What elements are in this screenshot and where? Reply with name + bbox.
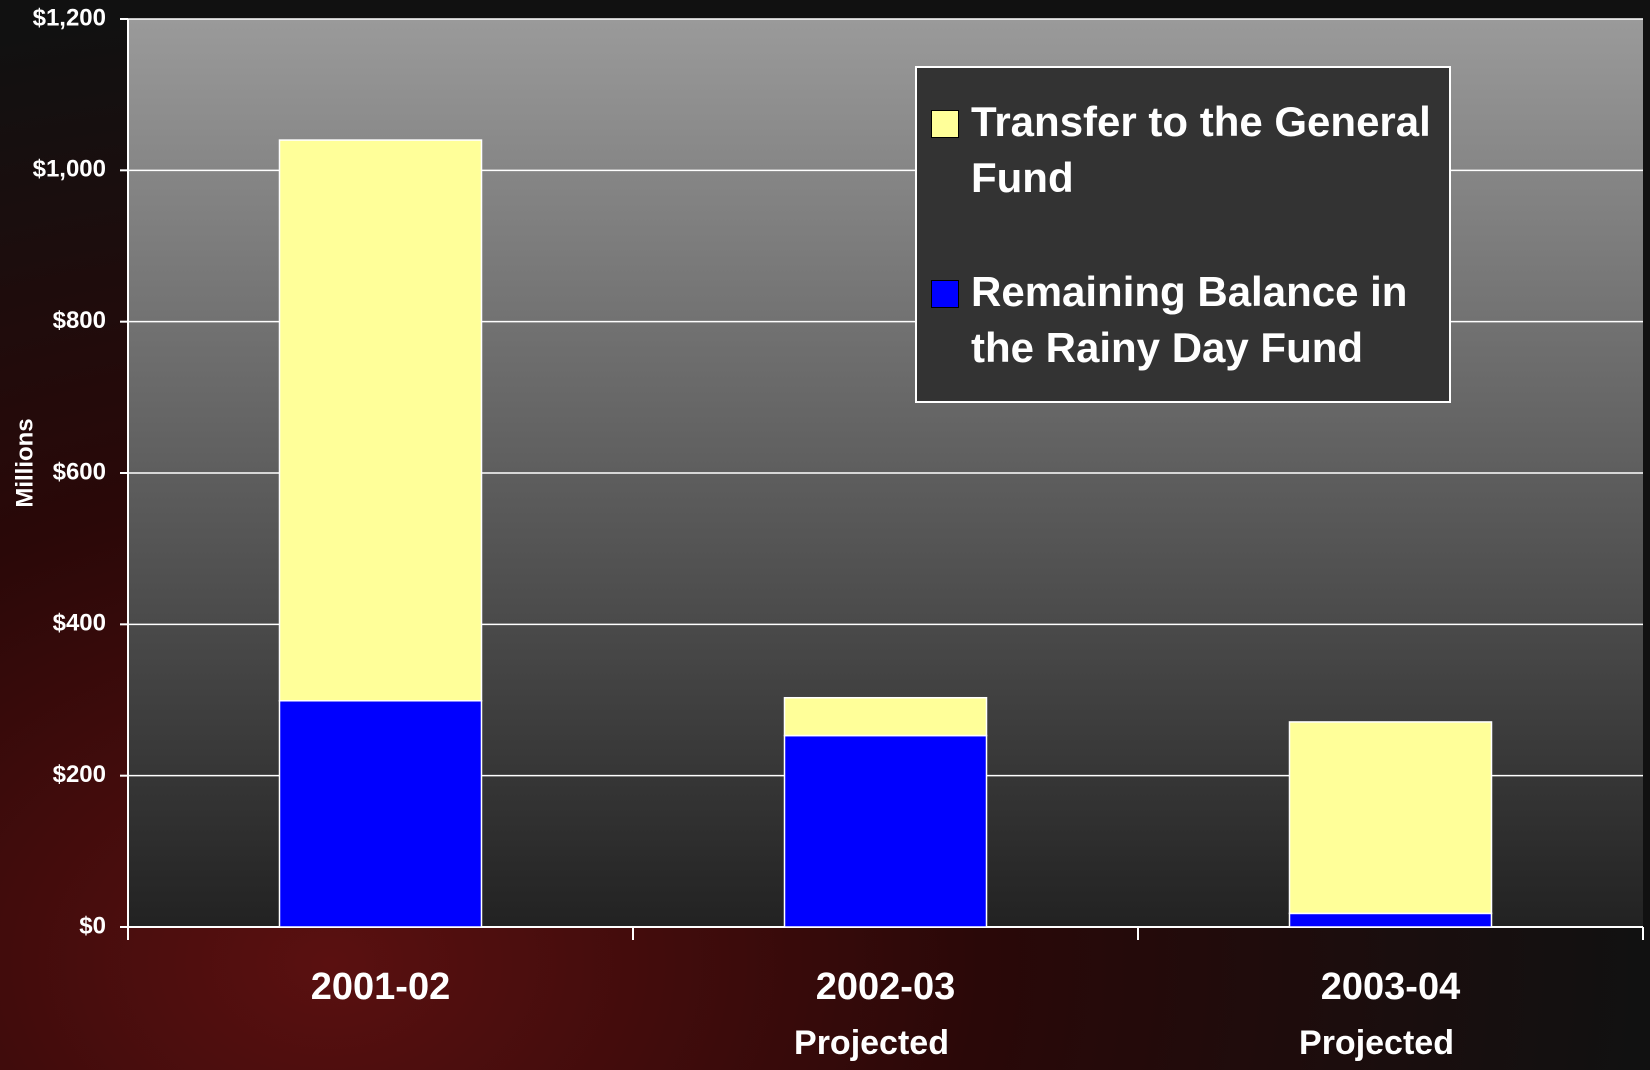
- legend-label: Transfer to the General Fund: [971, 98, 1431, 201]
- legend-label: Remaining Balance in the Rainy Day Fund: [971, 268, 1408, 371]
- legend-swatch: [931, 280, 959, 308]
- x-tick-label: 2002-03: [816, 966, 955, 1008]
- y-tick-label: $1,000: [33, 156, 106, 183]
- y-tick-label: $800: [53, 307, 106, 334]
- y-axis-label: Millions: [11, 418, 38, 507]
- y-tick-label: $400: [53, 610, 106, 637]
- legend: Transfer to the General Fund Remaining Ba…: [915, 66, 1451, 403]
- x-tick-label: 2001-02: [311, 966, 450, 1008]
- bar-segment: [1288, 912, 1493, 928]
- bar-segment: [783, 734, 988, 928]
- bar-segment: [278, 700, 483, 928]
- legend-item: Transfer to the General Fund: [931, 94, 1439, 206]
- x-tick-label: 2003-04: [1321, 966, 1460, 1008]
- y-tick-label: $200: [53, 761, 106, 788]
- y-tick-label: $600: [53, 458, 106, 485]
- y-tick-label: $1,200: [33, 4, 106, 31]
- legend-swatch: [931, 110, 959, 138]
- x-tick-note: Projected: [1299, 1024, 1454, 1062]
- bar-segment: [278, 139, 483, 702]
- x-tick-note: Projected: [794, 1024, 949, 1062]
- y-tick-label: $0: [79, 912, 106, 939]
- legend-item: Remaining Balance in the Rainy Day Fund: [931, 264, 1439, 376]
- bar-segment: [1288, 721, 1493, 915]
- bar-segment: [783, 696, 988, 737]
